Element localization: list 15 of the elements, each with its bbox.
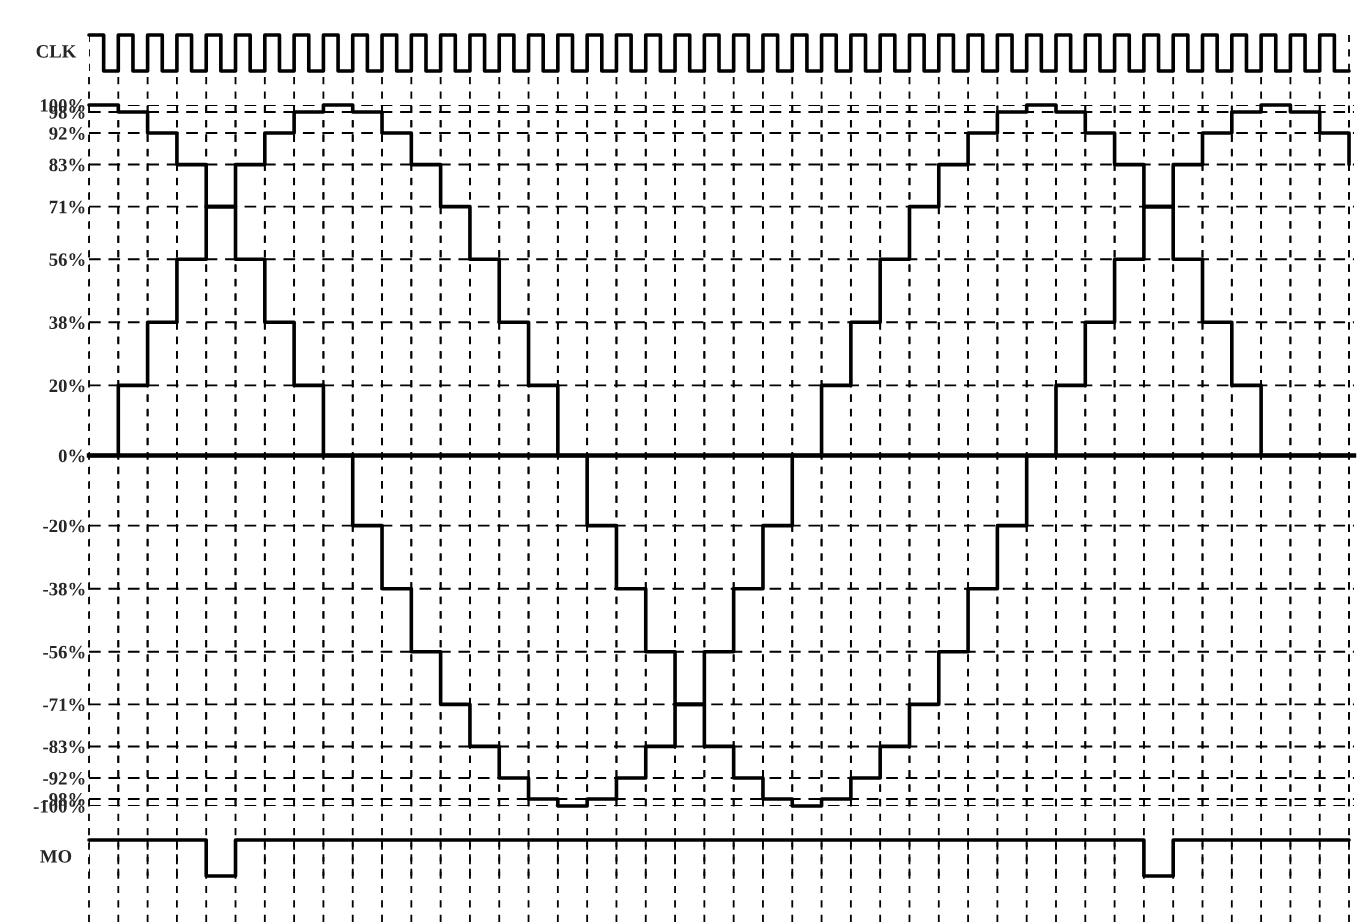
y-tick-label: -20% [43, 519, 85, 533]
y-tick-label: -56% [43, 645, 85, 659]
y-tick-label: -71% [43, 698, 85, 712]
y-axis-title: CLK [36, 45, 77, 58]
y-tick-label: -38% [43, 582, 85, 596]
y-tick-label: 71% [49, 200, 85, 214]
y-tick-label: -83% [43, 740, 85, 754]
y-tick-label: 56% [49, 253, 85, 266]
y-axis-title: MO [40, 850, 72, 863]
y-tick-label: 0% [58, 449, 85, 463]
y-tick-label: 83% [49, 158, 85, 172]
y-tick-label: 20% [49, 379, 85, 393]
y-tick-label: 92% [49, 127, 85, 140]
y-tick-label: 38% [49, 316, 85, 330]
y-tick-label: -92% [43, 772, 85, 785]
